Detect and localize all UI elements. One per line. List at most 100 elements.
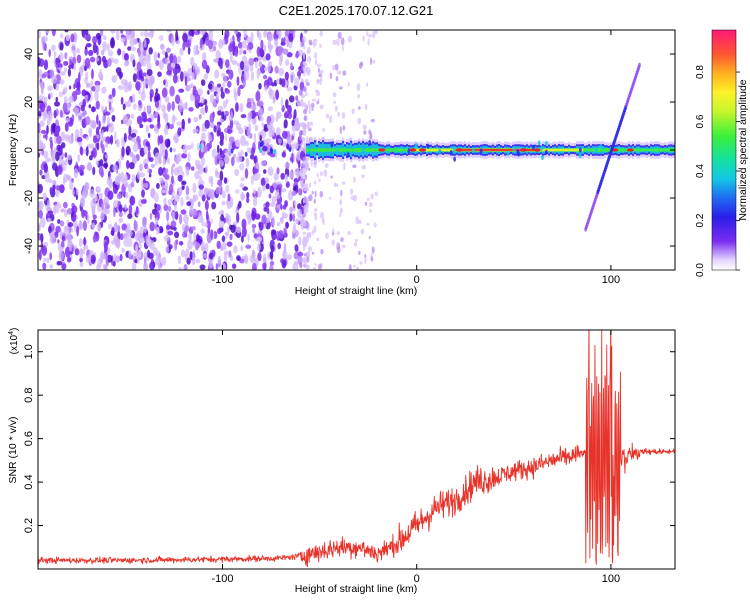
spectrogram-x-tick-label: 0 (414, 274, 420, 286)
spectrogram-cell (201, 123, 205, 129)
spectrogram-cell (158, 59, 164, 70)
spectrogram-cell (194, 170, 200, 180)
spectrogram-cell (163, 204, 169, 212)
spectrogram-ridge-cell (312, 148, 315, 152)
spectrogram-cell (303, 86, 307, 93)
spectrogram-cell (59, 109, 63, 118)
spectrogram-cell (163, 235, 170, 242)
spectrogram-cell (307, 245, 312, 253)
spectrogram-cell (323, 169, 328, 177)
spectrogram-ridge-cell (392, 148, 395, 152)
spectrogram-cell (187, 67, 193, 77)
spectrogram-cell (227, 193, 231, 202)
spectrogram-cell (177, 55, 182, 64)
spectrogram-cell (302, 212, 307, 218)
spectrogram-cell (532, 144, 535, 150)
spectrogram-cell (259, 134, 263, 142)
spectrogram-cell (100, 212, 105, 221)
spectrogram-cell (280, 203, 283, 211)
spectrogram-cell (128, 250, 132, 258)
spectrogram-cell (298, 89, 303, 96)
spectrogram-cell (79, 164, 85, 171)
spectrogram-cell (267, 33, 274, 41)
spectrogram-cell (165, 224, 171, 230)
spectrogram-cell (135, 81, 141, 91)
spectrogram-ridge-cell (346, 148, 349, 152)
spectrogram-ridge-cell (505, 149, 508, 151)
spectrogram-cell (346, 152, 350, 158)
spectrogram-cell (54, 101, 61, 107)
spectrogram-cell (320, 248, 324, 255)
spectrogram-cell (121, 223, 128, 231)
spectrogram-cell (237, 203, 240, 211)
spectrogram-cell (76, 136, 83, 143)
spectrogram-cell (103, 199, 107, 205)
spectrogram-cell (292, 213, 296, 223)
spectrogram-cell (313, 180, 317, 185)
spectrogram-cell (339, 212, 342, 218)
spectrogram-cell (40, 129, 47, 134)
spectrogram-ridge-cell (434, 148, 438, 152)
spectrogram-cell (143, 224, 147, 234)
spectrogram-cell (199, 264, 206, 270)
colorbar-tick-label: 0.2 (695, 213, 706, 227)
spectrogram-cell (282, 204, 287, 210)
spectrogram-cell (319, 69, 324, 75)
spectrogram-cell (203, 222, 208, 227)
spectrogram-ridge-cell (356, 148, 359, 152)
spectrogram-cell (512, 146, 516, 152)
spectrogram-cell (222, 82, 226, 88)
spectrogram-cell (154, 91, 159, 102)
spectrogram-cell (62, 90, 66, 95)
spectrogram-cell (371, 246, 375, 254)
spectrogram-cell (164, 51, 168, 59)
spectrogram-cell (210, 229, 214, 240)
spectrogram-cell (90, 198, 97, 210)
spectrogram-cell (102, 35, 107, 41)
spectrogram-cell (357, 117, 362, 125)
spectrogram-cell (265, 53, 271, 61)
spectrogram-cell (218, 210, 225, 216)
spectrogram-hotspot (378, 148, 386, 152)
spectrogram-cell (111, 114, 116, 122)
spectrogram-cell (276, 30, 281, 36)
spectrogram-cell (182, 41, 186, 51)
spectrogram-cell (219, 62, 223, 70)
spectrogram-cell (269, 147, 273, 153)
spectrogram-cell (145, 141, 150, 147)
spectrogram-cell (229, 119, 234, 130)
spectrogram-cell (366, 197, 370, 202)
spectrogram-cell (39, 169, 43, 176)
spectrogram-cell (358, 106, 361, 110)
spectrogram-ridge-cell (396, 148, 399, 152)
spectrogram-cell (268, 44, 272, 54)
spectrogram-cell (217, 105, 224, 112)
spectrogram-ridge-cell (477, 149, 480, 151)
spectrogram-cell (244, 151, 248, 157)
spectrogram-cell (361, 174, 365, 179)
spectrogram-cell (302, 108, 308, 115)
spectrogram-ridge-cell (646, 148, 649, 152)
spectrogram-cell (261, 122, 265, 127)
spectrogram-ridge-cell (450, 148, 454, 152)
spectrogram-cell (277, 230, 284, 239)
spectrogram-cell (84, 244, 89, 250)
spectrogram-cell (188, 30, 195, 37)
spectrogram-cell (38, 209, 43, 219)
spectrogram-cell (302, 156, 307, 161)
spectrogram-ridge-cell (604, 148, 607, 152)
spectrogram-cell (127, 99, 132, 108)
spectrogram-cell (119, 73, 123, 80)
spectrogram-cell (259, 115, 264, 122)
spectrogram-cell (283, 48, 289, 56)
spectrogram-cell (127, 213, 133, 219)
spectrogram-cell (285, 59, 290, 67)
spectrogram-cell (39, 101, 46, 113)
spectrogram-cell (541, 155, 544, 161)
spectrogram-ridge-cell (658, 148, 661, 152)
spectrogram-cell (272, 96, 276, 104)
spectrogram-cell (163, 197, 167, 206)
spectrogram-ridge-cell (400, 148, 403, 152)
spectrogram-cell (197, 30, 200, 34)
spectrogram-cell (299, 262, 303, 269)
